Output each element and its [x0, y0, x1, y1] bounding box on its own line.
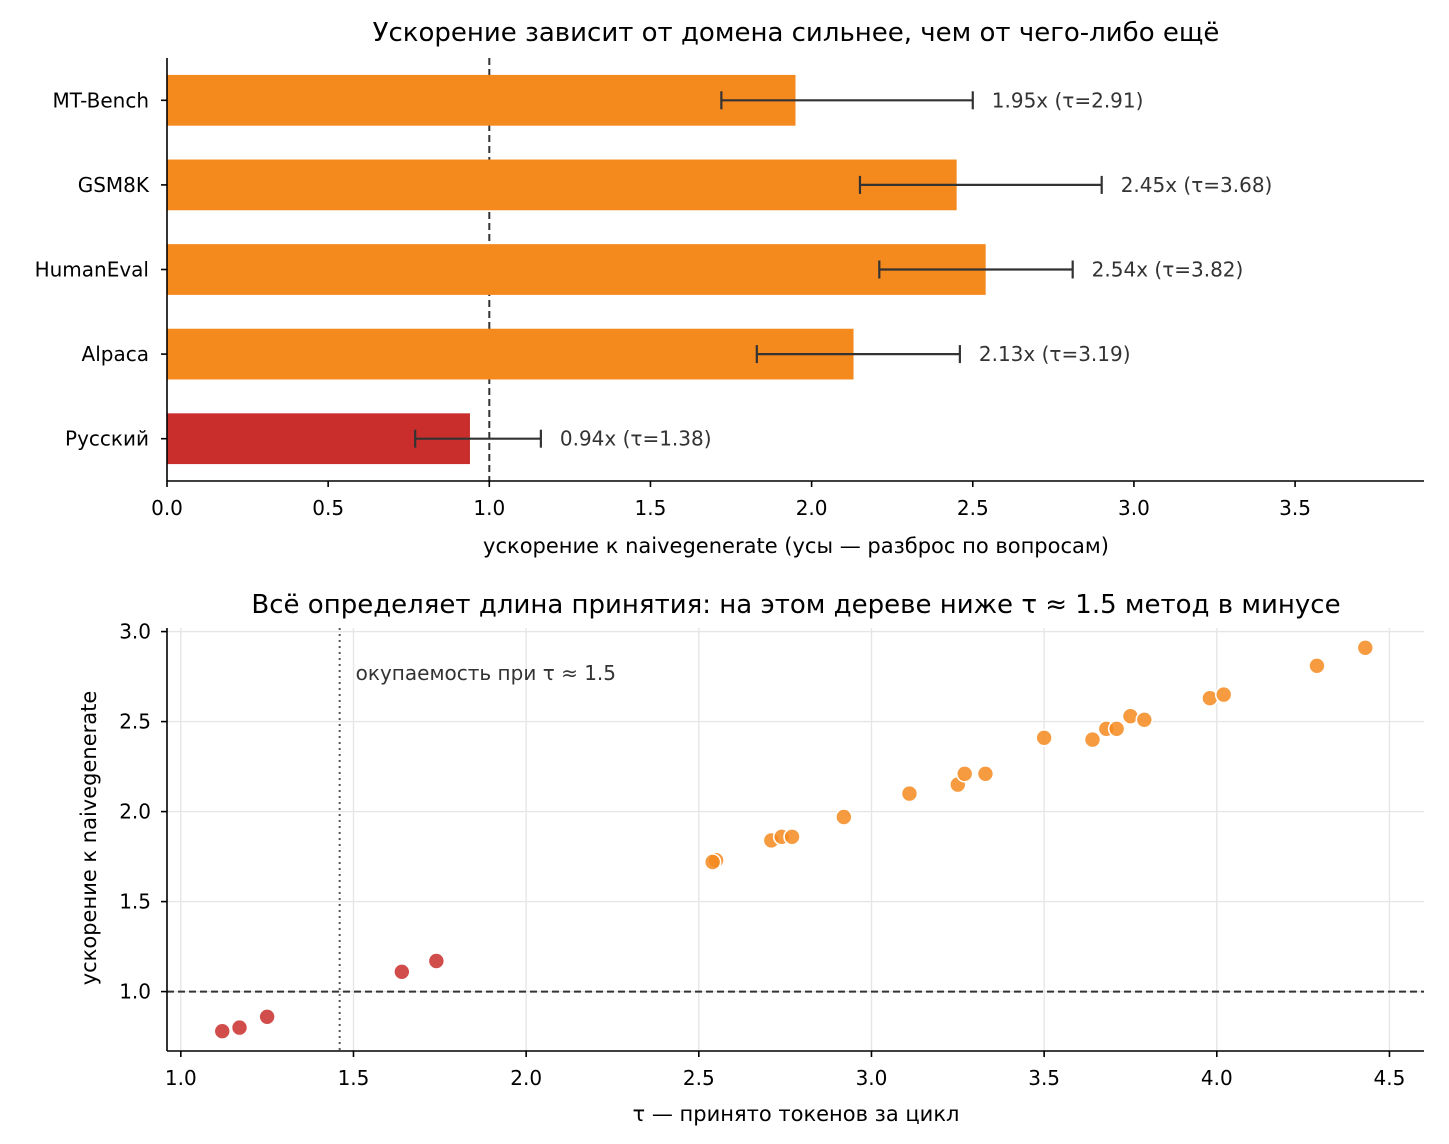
x-tick-label: 1.5	[338, 1066, 370, 1090]
scatter-point	[976, 764, 995, 783]
x-tick-label: 2.0	[510, 1066, 542, 1090]
scatter-point	[1308, 656, 1326, 675]
x-tick-label: 1.0	[473, 496, 505, 520]
y-tick-label: 1.5	[119, 890, 151, 914]
breakeven-label: окупаемость при τ ≈ 1.5	[356, 661, 616, 685]
scatter-chart-x-axis-label: τ — принято токенов за цикл	[633, 1102, 960, 1126]
data-label: 2.54x (τ=3.82)	[1092, 258, 1244, 282]
scatter-point	[427, 952, 446, 970]
scatter-point	[783, 827, 801, 846]
scatter-point	[1214, 685, 1233, 704]
x-tick-label: 2.0	[796, 496, 828, 520]
x-tick-label: 3.0	[1118, 496, 1150, 520]
y-tick-label: 3.0	[119, 620, 151, 644]
y-tick-label: Русский	[65, 427, 149, 451]
data-label: 2.13x (τ=3.19)	[979, 342, 1131, 366]
x-tick-label: 3.5	[1279, 496, 1311, 520]
scatter-point	[1035, 728, 1053, 747]
scatter-chart-y-axis-label: ускорение к naivegenerate	[77, 691, 101, 986]
y-tick-label: 1.0	[119, 980, 151, 1004]
x-tick-label: 0.0	[151, 496, 183, 520]
x-tick-label: 2.5	[957, 496, 989, 520]
bar-chart-x-axis-label: ускорение к naivegenerate (усы — разброс…	[483, 534, 1109, 558]
y-tick-label: MT-Bench	[52, 88, 149, 112]
data-label: 2.45x (τ=3.68)	[1121, 173, 1273, 197]
bar	[167, 328, 854, 380]
bar-chart: Ускорение зависит от домена сильнее, чем…	[35, 18, 1424, 558]
scatter-point	[900, 784, 919, 803]
y-tick-label: Alpaca	[82, 342, 149, 366]
x-tick-label: 3.0	[856, 1066, 888, 1090]
x-tick-label: 1.5	[635, 496, 667, 520]
scatter-point	[1135, 710, 1154, 729]
scatter-point	[1356, 638, 1375, 657]
x-tick-label: 1.0	[165, 1066, 197, 1090]
y-tick-label: GSM8K	[78, 173, 150, 197]
scatter-chart-title: Всё определяет длина принятия: на этом д…	[251, 590, 1340, 620]
bar	[167, 159, 957, 211]
x-tick-label: 4.0	[1201, 1066, 1233, 1090]
scatter-point	[230, 1018, 249, 1037]
scatter-point	[213, 1022, 232, 1040]
x-tick-label: 0.5	[312, 496, 344, 520]
y-tick-label: 2.5	[119, 710, 151, 734]
x-tick-label: 3.5	[1028, 1066, 1060, 1090]
y-tick-label: 2.0	[119, 800, 151, 824]
data-label: 1.95x (τ=2.91)	[992, 88, 1144, 112]
data-label: 0.94x (τ=1.38)	[560, 427, 712, 451]
bar-chart-title: Ускорение зависит от домена сильнее, чем…	[373, 18, 1220, 48]
x-tick-label: 2.5	[683, 1066, 715, 1090]
scatter-point	[835, 808, 853, 826]
scatter-point	[955, 764, 974, 783]
bar	[167, 74, 796, 126]
scatter-point	[393, 962, 411, 981]
scatter-point	[1083, 730, 1102, 749]
bar	[167, 244, 986, 295]
scatter-point	[258, 1007, 276, 1026]
scatter-point	[703, 853, 722, 871]
scatter-point	[1107, 719, 1126, 738]
scatter-chart: Всё определяет длина принятия: на этом д…	[77, 590, 1424, 1126]
y-tick-label: HumanEval	[35, 258, 149, 282]
x-tick-label: 4.5	[1374, 1066, 1406, 1090]
